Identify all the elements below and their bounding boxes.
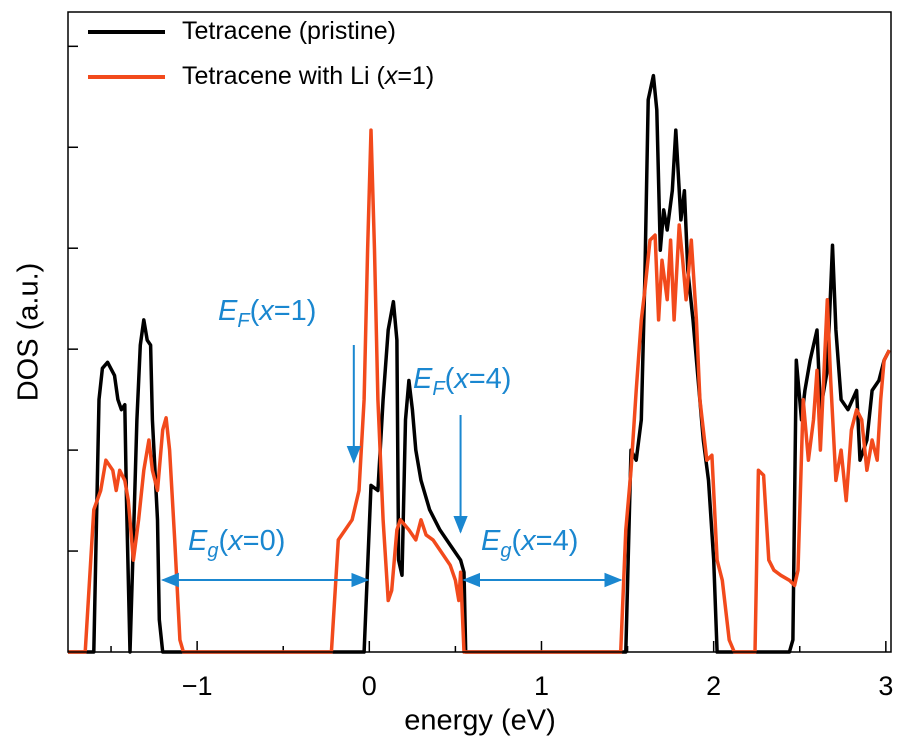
legend-label: Tetracene (pristine) xyxy=(182,17,396,45)
y-axis-label: DOS (a.u.) xyxy=(13,263,45,402)
legend: Tetracene (pristine) Tetracene with Li (x… xyxy=(88,17,434,90)
x-tick-label: 2 xyxy=(706,671,721,701)
annotation-subscript: F xyxy=(237,310,251,332)
annotation: Eg(x=4) xyxy=(481,525,578,563)
annotation-symbol: E xyxy=(188,525,208,557)
annotation-suffix: (x=4) xyxy=(445,363,512,395)
annotation-symbol: E xyxy=(481,525,501,557)
annotation-suffix: (x=4) xyxy=(511,525,578,557)
annotation: EF(x=1) xyxy=(218,295,316,333)
annotation-suffix: (x=0) xyxy=(218,525,285,557)
annotation-symbol: E xyxy=(218,295,238,327)
annotation-symbol: E xyxy=(413,363,433,395)
x-tick-label: 3 xyxy=(878,671,893,701)
annotation-suffix: (x=1) xyxy=(250,295,317,327)
series-line xyxy=(68,128,891,654)
annotation-subscript: g xyxy=(207,540,218,562)
annotation: Eg(x=0) xyxy=(188,525,285,563)
legend-label: Tetracene with Li (x=1) xyxy=(182,62,434,90)
annotation-subscript: g xyxy=(500,540,511,562)
plot-frame xyxy=(67,11,892,653)
annotation: EF(x=4) xyxy=(413,363,511,401)
x-tick-label: 0 xyxy=(362,671,377,701)
x-tick-label: 1 xyxy=(534,671,549,701)
x-axis-label: energy (eV) xyxy=(404,705,556,737)
annotation-subscript: F xyxy=(432,378,446,400)
x-tick-label: −1 xyxy=(182,671,213,701)
text-part: Tetracene (pristine) xyxy=(182,17,396,45)
